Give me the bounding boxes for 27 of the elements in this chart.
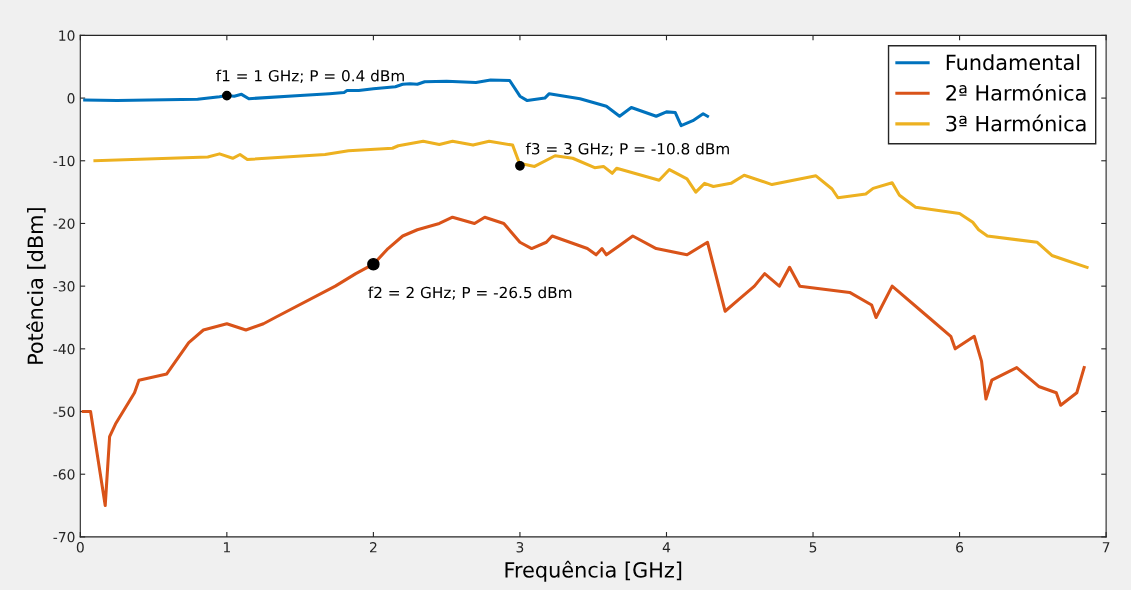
y-axis-title: Potência [dBm] bbox=[26, 208, 46, 364]
y-tick-label: -60 bbox=[53, 469, 75, 480]
legend-label: 2ª Harmónica bbox=[946, 83, 1086, 101]
line-series bbox=[93, 139, 1089, 269]
y-tick-label: -10 bbox=[53, 155, 75, 167]
x-tick-label: 1 bbox=[223, 542, 230, 553]
y-tick-label: 0 bbox=[67, 93, 75, 104]
x-tick-label: 0 bbox=[76, 542, 84, 553]
annotation: f2 = 2 GHz; P = -26.5 dBm bbox=[368, 286, 572, 300]
x-tick-label: 5 bbox=[809, 542, 817, 553]
x-tick-label: 7 bbox=[1102, 542, 1110, 553]
y-tick-label: -40 bbox=[53, 343, 75, 355]
y-tick-label: -70 bbox=[53, 531, 75, 543]
y-tick-label: -50 bbox=[53, 406, 75, 417]
legend-label: 3ª Harmónica bbox=[946, 114, 1086, 132]
annotation: f3 = 3 GHz; P = -10.8 dBm bbox=[525, 142, 729, 157]
legend-label: Fundamental bbox=[946, 54, 1080, 71]
x-tick-label: 6 bbox=[956, 542, 964, 553]
x-tick-label: 4 bbox=[662, 542, 671, 553]
line-series bbox=[81, 215, 1086, 508]
y-tick-label: 10 bbox=[59, 30, 75, 41]
x-axis-title: Frequência [GHz] bbox=[505, 560, 682, 582]
y-tick-label: -20 bbox=[53, 218, 75, 229]
x-tick-label: 2 bbox=[369, 542, 377, 553]
annotation: f1 = 1 GHz; P = 0.4 dBm bbox=[216, 69, 404, 84]
y-tick-label: -30 bbox=[53, 281, 75, 292]
x-tick-label: 3 bbox=[516, 542, 524, 553]
